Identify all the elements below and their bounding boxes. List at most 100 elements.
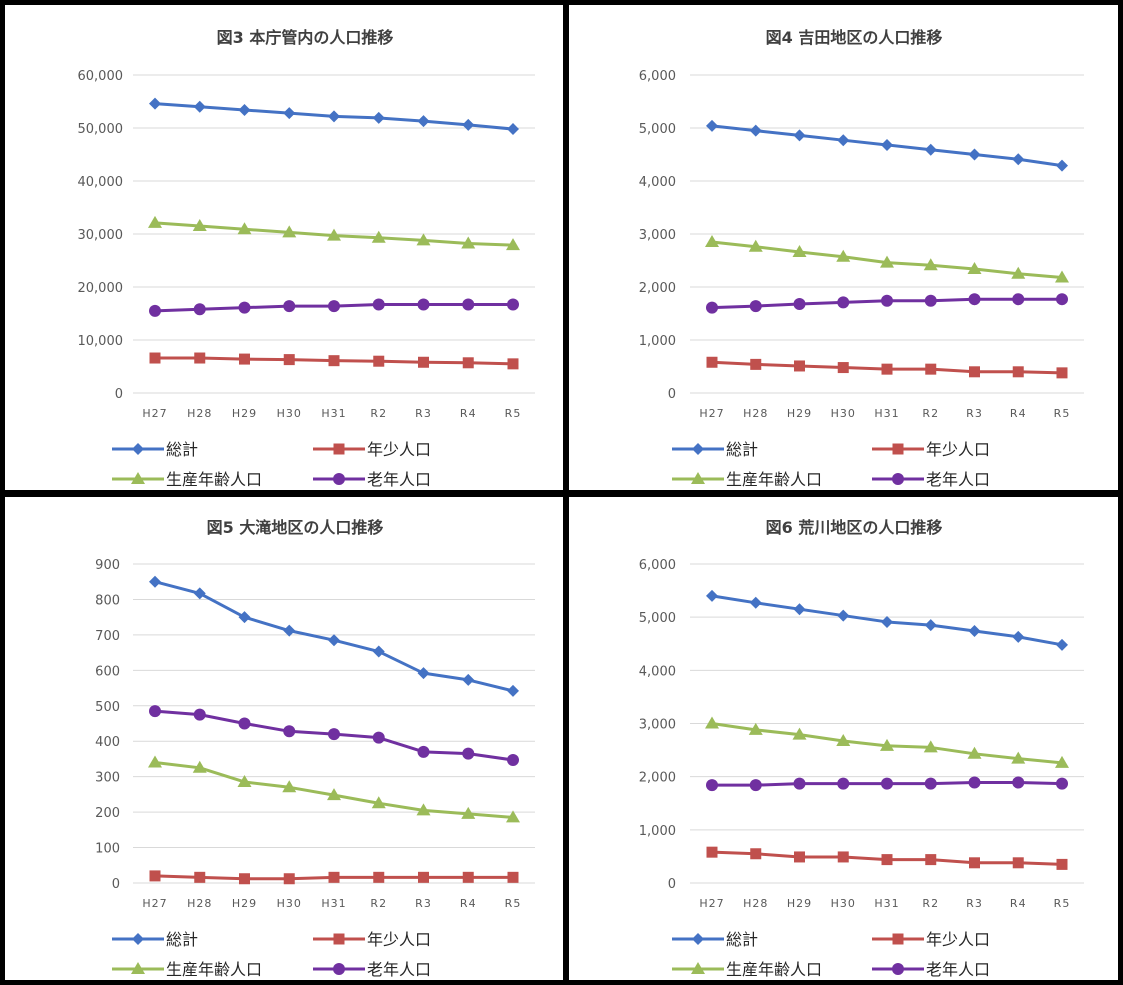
series-youth — [149, 352, 519, 370]
y-tick-label: 3,000 — [639, 228, 676, 243]
y-tick-label: 100 — [95, 842, 120, 857]
y-tick-label: 400 — [95, 735, 120, 750]
data-point-elderly — [193, 303, 206, 316]
legend-item-youth: 年少人口 — [313, 440, 431, 459]
y-tick-label: 6,000 — [639, 69, 676, 84]
legend-marker — [132, 933, 144, 945]
data-point-youth — [507, 871, 519, 883]
data-point-working — [416, 803, 431, 816]
data-point-working — [506, 238, 520, 251]
data-point-youth — [837, 851, 849, 863]
legend-item-youth: 年少人口 — [313, 930, 431, 949]
y-tick-label: 30,000 — [78, 228, 124, 243]
data-point-working — [880, 255, 894, 268]
data-point-total — [417, 115, 430, 128]
data-point-total — [1012, 153, 1025, 166]
data-point-total — [283, 107, 296, 120]
data-point-elderly — [706, 301, 718, 314]
y-tick-label: 900 — [95, 558, 120, 573]
series-elderly — [706, 776, 1068, 792]
y-tick-label: 0 — [112, 877, 120, 892]
data-point-youth — [706, 846, 718, 858]
data-point-total — [372, 645, 385, 658]
x-tick-label: H30 — [277, 897, 302, 910]
data-point-total — [372, 111, 385, 124]
x-tick-label: R5 — [1054, 407, 1071, 420]
legend-label: 年少人口 — [926, 930, 990, 949]
x-tick-label: R4 — [1010, 407, 1027, 420]
data-point-working — [371, 230, 386, 243]
data-point-elderly — [417, 298, 430, 311]
data-point-total — [1056, 159, 1068, 172]
data-point-elderly — [328, 300, 340, 313]
legend-marker — [333, 933, 345, 945]
legend-item-working: 生産年齢人口 — [112, 960, 262, 979]
series-youth — [706, 846, 1068, 870]
data-point-elderly — [417, 745, 430, 758]
x-tick-label: H28 — [743, 897, 768, 910]
x-tick-label: R2 — [922, 407, 939, 420]
data-point-working — [836, 734, 851, 747]
data-point-elderly — [238, 717, 251, 730]
legend-marker — [892, 443, 904, 455]
x-tick-label: H29 — [787, 407, 812, 420]
data-point-youth — [373, 355, 385, 367]
x-tick-label: R2 — [370, 407, 387, 420]
data-point-working — [1055, 755, 1069, 768]
data-point-working — [705, 716, 719, 729]
x-tick-label: H29 — [787, 897, 812, 910]
data-point-elderly — [238, 301, 251, 314]
y-tick-label: 200 — [95, 806, 120, 821]
y-tick-label: 700 — [95, 629, 120, 644]
data-point-youth — [149, 352, 161, 364]
data-point-working — [506, 810, 520, 823]
data-point-youth — [373, 871, 385, 883]
x-tick-label: R5 — [505, 897, 522, 910]
data-point-elderly — [837, 296, 850, 309]
legend-item-working: 生産年齢人口 — [112, 470, 262, 489]
y-tick-label: 1,000 — [639, 824, 676, 839]
data-point-youth — [969, 857, 980, 869]
legend-label: 総計 — [726, 440, 758, 459]
series-elderly — [149, 298, 519, 317]
legend-marker — [892, 963, 904, 975]
legend-label: 老年人口 — [926, 960, 990, 979]
legend-item-elderly: 老年人口 — [313, 960, 431, 979]
data-point-total — [149, 575, 161, 588]
legend-label: 総計 — [726, 930, 758, 949]
x-tick-label: H31 — [874, 897, 899, 910]
data-point-elderly — [881, 294, 893, 307]
data-point-working — [748, 722, 763, 735]
data-point-youth — [925, 854, 937, 866]
x-tick-label: R3 — [966, 407, 983, 420]
x-tick-label: R2 — [370, 897, 387, 910]
data-point-youth — [837, 362, 849, 374]
data-point-elderly — [372, 731, 385, 744]
data-point-working — [705, 234, 719, 247]
data-point-total — [881, 615, 893, 628]
data-point-elderly — [968, 776, 981, 789]
data-point-youth — [328, 355, 340, 367]
y-tick-label: 4,000 — [639, 664, 676, 679]
data-point-elderly — [749, 779, 762, 792]
data-point-total — [462, 118, 475, 131]
x-tick-label: H29 — [232, 897, 257, 910]
data-point-working — [1011, 266, 1026, 279]
x-tick-label: H27 — [142, 407, 167, 420]
x-tick-label: R4 — [460, 897, 477, 910]
series-youth — [149, 870, 519, 885]
legend-label: 老年人口 — [367, 470, 431, 489]
data-point-elderly — [507, 754, 519, 767]
y-tick-label: 1,000 — [639, 334, 676, 349]
series-elderly — [706, 293, 1068, 314]
series-total — [149, 97, 519, 136]
chart-background — [569, 5, 1118, 490]
data-point-working — [880, 738, 894, 751]
data-point-working — [836, 249, 851, 262]
data-point-youth — [239, 353, 250, 365]
legend-item-total: 総計 — [672, 440, 758, 459]
data-point-elderly — [462, 747, 475, 760]
series-working — [705, 716, 1069, 768]
x-tick-label: R4 — [1010, 897, 1027, 910]
data-point-elderly — [924, 777, 937, 790]
